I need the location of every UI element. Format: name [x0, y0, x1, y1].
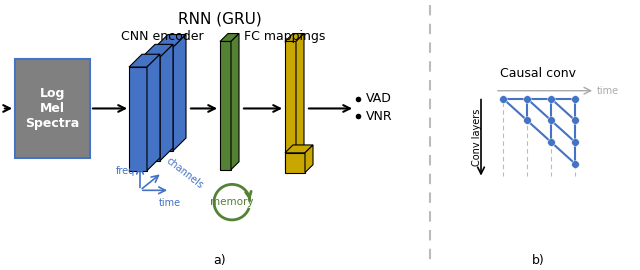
Polygon shape — [285, 41, 296, 170]
Polygon shape — [155, 35, 186, 47]
Polygon shape — [285, 33, 304, 41]
Polygon shape — [220, 33, 239, 41]
Text: channels: channels — [164, 156, 205, 191]
Text: time: time — [159, 198, 181, 208]
Text: time: time — [597, 86, 619, 96]
Polygon shape — [147, 54, 160, 171]
Text: FC mappings: FC mappings — [244, 30, 326, 43]
Polygon shape — [305, 145, 313, 173]
Polygon shape — [15, 59, 90, 158]
Text: RNN (GRU): RNN (GRU) — [178, 12, 262, 27]
Text: memory: memory — [211, 197, 253, 207]
Text: VAD: VAD — [366, 92, 392, 105]
Polygon shape — [160, 44, 173, 161]
Polygon shape — [155, 47, 173, 151]
Text: VNR: VNR — [366, 110, 392, 123]
Polygon shape — [231, 33, 239, 170]
Polygon shape — [142, 57, 160, 161]
Text: b): b) — [532, 254, 545, 267]
Polygon shape — [296, 33, 304, 170]
Text: Conv layers: Conv layers — [472, 108, 482, 166]
Text: CNN encoder: CNN encoder — [121, 30, 204, 43]
Text: freq: freq — [116, 166, 135, 176]
Polygon shape — [173, 35, 186, 151]
Polygon shape — [285, 153, 305, 173]
Text: Log
Mel
Spectra: Log Mel Spectra — [26, 87, 79, 130]
Polygon shape — [129, 54, 160, 67]
Polygon shape — [129, 67, 147, 171]
Text: a): a) — [214, 254, 227, 267]
Polygon shape — [220, 41, 231, 170]
Polygon shape — [285, 145, 313, 153]
Text: Causal conv: Causal conv — [500, 67, 576, 80]
Polygon shape — [142, 44, 173, 57]
